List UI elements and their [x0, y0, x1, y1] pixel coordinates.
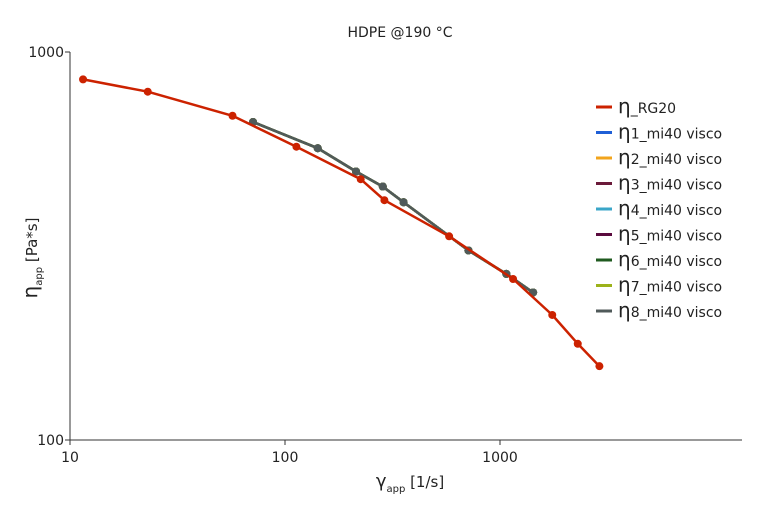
legend-eta-symbol: η: [618, 171, 631, 195]
legend-label-text: 7_mi40 visco: [631, 280, 722, 296]
y-tick-label: 100: [37, 433, 64, 449]
series-line: [82, 78, 601, 368]
legend-item: η3_mi40 visco: [596, 171, 722, 195]
legend-eta-symbol: η: [618, 196, 631, 220]
y-axis-label: ηapp [Pa*s]: [18, 218, 45, 299]
legend-item: η6_mi40 visco: [596, 247, 722, 271]
legend-item: η7_mi40 visco: [596, 273, 722, 297]
legend-eta-symbol: η: [618, 120, 631, 144]
data-point: [399, 198, 408, 207]
legend-eta-symbol: η: [618, 222, 631, 246]
legend-item: η8_mi40 visco: [596, 298, 722, 322]
x-axis-label: γapp [1/s]: [376, 471, 444, 495]
data-point: [228, 111, 237, 120]
chart-title: HDPE @190 °C: [348, 25, 453, 41]
legend-label: η4_mi40 visco: [618, 196, 722, 220]
data-point: [509, 274, 518, 283]
legend-label-text: 2_mi40 visco: [631, 152, 722, 168]
legend-eta-symbol: η: [618, 298, 631, 322]
data-point: [143, 87, 152, 96]
x-tick-label: 100: [272, 450, 299, 466]
series-0: [79, 75, 604, 371]
legend-label: η2_mi40 visco: [618, 145, 722, 169]
legend-label-text: 4_mi40 visco: [631, 203, 722, 219]
legend-label-text: 6_mi40 visco: [631, 254, 722, 270]
data-point: [356, 175, 365, 184]
x-axis-unit: [1/s]: [405, 473, 444, 491]
data-point: [352, 167, 361, 176]
legend-label: η8_mi40 visco: [618, 298, 722, 322]
data-point: [313, 144, 322, 153]
legend-label-text: _RG20: [630, 101, 676, 117]
legend-eta-symbol: η: [618, 247, 631, 271]
legend-label-text: 1_mi40 visco: [631, 127, 722, 143]
x-axis-subscript: app: [386, 484, 405, 495]
legend-label: η5_mi40 visco: [618, 222, 722, 246]
data-point: [548, 310, 557, 319]
data-point: [445, 232, 454, 241]
data-point: [378, 182, 387, 191]
y-tick-label: 1000: [28, 45, 64, 61]
data-point: [292, 142, 301, 151]
x-tick-label: 10: [61, 450, 79, 466]
y-axis-symbol: η: [18, 286, 42, 299]
legend-label: η6_mi40 visco: [618, 247, 722, 271]
x-axis-symbol: γ: [376, 471, 387, 492]
legend-eta-symbol: η: [618, 145, 631, 169]
data-point: [573, 339, 582, 348]
x-tick-label: 1000: [482, 450, 518, 466]
legend-eta-symbol: η: [618, 94, 631, 118]
data-point: [595, 362, 604, 371]
legend-label-text: 3_mi40 visco: [631, 178, 722, 194]
legend-item: η1_mi40 visco: [596, 120, 722, 144]
legend-label: η7_mi40 visco: [618, 273, 722, 297]
legend-item: η5_mi40 visco: [596, 222, 722, 246]
legend-label: η3_mi40 visco: [618, 171, 722, 195]
legend-label: η1_mi40 visco: [618, 120, 722, 144]
y-axis-subscript: app: [34, 267, 45, 286]
y-axis-unit: [Pa*s]: [23, 218, 41, 267]
legend-label-text: 8_mi40 visco: [631, 305, 722, 321]
data-point: [79, 75, 88, 84]
plot-area: [79, 75, 604, 371]
legend-label-text: 5_mi40 visco: [631, 229, 722, 245]
legend-item: η4_mi40 visco: [596, 196, 722, 220]
data-point: [380, 196, 389, 205]
legend-item: η_RG20: [596, 94, 676, 118]
legend-eta-symbol: η: [618, 273, 631, 297]
legend-label: η_RG20: [618, 94, 676, 118]
legend-item: η2_mi40 visco: [596, 145, 722, 169]
